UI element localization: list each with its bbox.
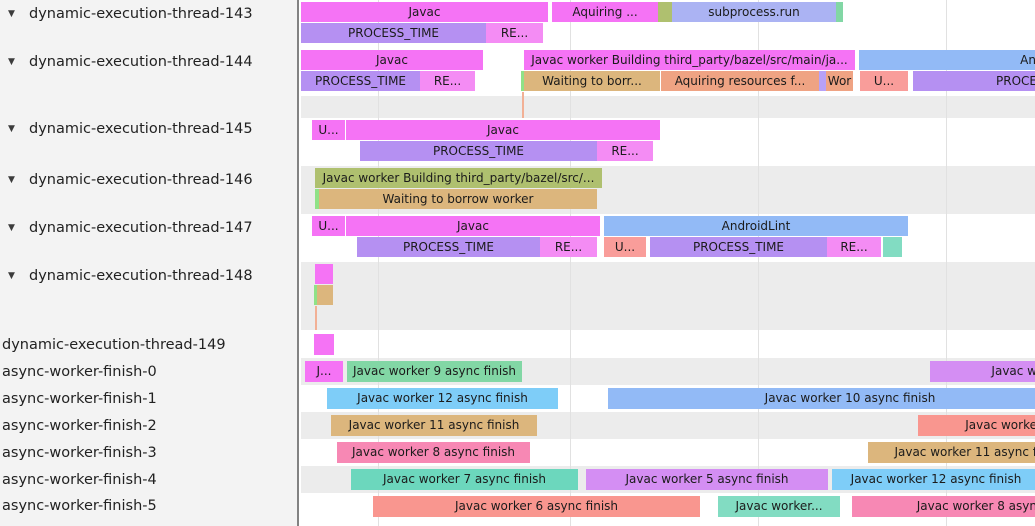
trace-slice[interactable]: An xyxy=(859,50,1035,70)
trace-slice[interactable]: PROCESS_TIME xyxy=(301,71,420,91)
track-row[interactable]: ▼ dynamic-execution-thread-148 xyxy=(0,266,253,286)
expand-arrow-icon[interactable]: ▼ xyxy=(8,223,15,233)
trace-slice[interactable]: PROCESS_TIME xyxy=(357,237,540,257)
trace-slice-sliver[interactable] xyxy=(315,264,333,284)
trace-slice-sliver[interactable] xyxy=(315,189,319,209)
track-label: dynamic-execution-thread-144 xyxy=(29,54,253,70)
trace-slice[interactable]: U... xyxy=(604,237,646,257)
track-row[interactable]: ▼ dynamic-execution-thread-145 xyxy=(0,119,253,139)
row-background-band xyxy=(301,262,1035,330)
trace-slice[interactable]: PROCE xyxy=(913,71,1035,91)
track-label: dynamic-execution-thread-148 xyxy=(29,268,253,284)
track-sidebar xyxy=(0,0,299,526)
trace-slice[interactable]: RE... xyxy=(486,23,543,43)
trace-slice[interactable]: Javac worker 5 async finish xyxy=(586,469,828,490)
trace-slice[interactable]: Javac worker 12 async finish xyxy=(832,469,1035,490)
time-gridline xyxy=(758,0,759,526)
trace-slice-sliver[interactable] xyxy=(317,285,333,305)
track-label: dynamic-execution-thread-146 xyxy=(29,172,253,188)
trace-slice[interactable]: Javac worker 11 async finish xyxy=(331,415,537,436)
trace-slice[interactable]: RE... xyxy=(827,237,881,257)
trace-slice-sliver[interactable] xyxy=(521,71,524,91)
track-row[interactable]: async-worker-finish-5 xyxy=(0,496,157,516)
track-label: async-worker-finish-1 xyxy=(2,391,157,407)
trace-slice[interactable]: Javac xyxy=(301,50,483,70)
trace-slice-sliver[interactable] xyxy=(819,71,826,91)
track-row[interactable]: async-worker-finish-1 xyxy=(0,389,157,409)
expand-arrow-icon[interactable]: ▼ xyxy=(8,9,15,19)
trace-slice[interactable]: Javac worker 8 asyn xyxy=(852,496,1035,517)
track-row[interactable]: ▼ dynamic-execution-thread-144 xyxy=(0,52,253,72)
trace-slice[interactable]: Javac worker 8 async finish xyxy=(337,442,530,463)
trace-slice[interactable]: RE... xyxy=(540,237,597,257)
track-row[interactable]: ▼ dynamic-execution-thread-147 xyxy=(0,218,253,238)
trace-slice[interactable]: Javac worker... xyxy=(718,496,840,517)
trace-slice[interactable]: Waiting to borr... xyxy=(524,71,660,91)
track-row[interactable]: async-worker-finish-4 xyxy=(0,470,157,490)
trace-slice-sliver[interactable] xyxy=(836,2,843,22)
trace-slice[interactable]: PROCESS_TIME xyxy=(650,237,827,257)
track-label: dynamic-execution-thread-143 xyxy=(29,6,253,22)
track-label: async-worker-finish-4 xyxy=(2,472,157,488)
track-row[interactable]: async-worker-finish-3 xyxy=(0,443,157,463)
expand-arrow-icon[interactable]: ▼ xyxy=(8,124,15,134)
track-row[interactable]: dynamic-execution-thread-149 xyxy=(0,335,226,355)
trace-slice[interactable]: subprocess.run xyxy=(672,2,836,22)
expand-arrow-icon[interactable]: ▼ xyxy=(8,57,15,67)
trace-slice[interactable]: PROCESS_TIME xyxy=(301,23,486,43)
trace-slice[interactable]: Aquiring resources f... xyxy=(661,71,819,91)
track-row[interactable]: async-worker-finish-2 xyxy=(0,416,157,436)
trace-slice-sliver[interactable] xyxy=(658,2,672,22)
time-gridline xyxy=(946,0,947,526)
trace-slice-sliver[interactable] xyxy=(883,237,902,257)
trace-slice[interactable]: J... xyxy=(305,361,343,382)
track-label: async-worker-finish-5 xyxy=(2,498,157,514)
track-label: dynamic-execution-thread-149 xyxy=(2,337,226,353)
trace-slice[interactable]: Javac worker 12 async finish xyxy=(327,388,558,409)
track-row[interactable]: ▼ dynamic-execution-thread-146 xyxy=(0,170,253,190)
trace-slice[interactable]: PROCESS_TIME xyxy=(360,141,597,161)
trace-slice[interactable]: Javac xyxy=(301,2,548,22)
track-label: async-worker-finish-0 xyxy=(2,364,157,380)
trace-slice-sliver[interactable] xyxy=(314,285,317,305)
expand-arrow-icon[interactable]: ▼ xyxy=(8,175,15,185)
trace-slice-sliver[interactable] xyxy=(314,334,334,355)
trace-slice[interactable]: AndroidLint xyxy=(604,216,908,236)
trace-slice[interactable]: U... xyxy=(312,216,345,236)
time-gridline xyxy=(570,0,571,526)
track-label: async-worker-finish-2 xyxy=(2,418,157,434)
trace-slice[interactable]: RE... xyxy=(420,71,475,91)
track-row[interactable]: async-worker-finish-0 xyxy=(0,362,157,382)
trace-slice[interactable]: Javac xyxy=(346,216,600,236)
trace-slice[interactable]: Javac worker Building third_party/bazel/… xyxy=(315,168,602,188)
expand-arrow-icon[interactable]: ▼ xyxy=(8,271,15,281)
trace-slice[interactable]: U... xyxy=(860,71,908,91)
trace-slice[interactable]: Javac worke xyxy=(918,415,1035,436)
trace-slice[interactable]: Javac worker 9 async finish xyxy=(347,361,522,382)
trace-slice[interactable]: Javac xyxy=(346,120,660,140)
track-label: dynamic-execution-thread-147 xyxy=(29,220,253,236)
row-background-band xyxy=(301,96,1035,118)
trace-slice[interactable]: Javac worker 7 async finish xyxy=(351,469,578,490)
trace-slice[interactable]: Javac worker 11 async f xyxy=(868,442,1035,463)
trace-slice[interactable]: Wor xyxy=(826,71,853,91)
track-row[interactable]: ▼ dynamic-execution-thread-143 xyxy=(0,4,253,24)
trace-slice[interactable]: Javac worker 10 async finish xyxy=(608,388,1035,409)
track-label: async-worker-finish-3 xyxy=(2,445,157,461)
drop-line xyxy=(522,92,524,118)
trace-slice[interactable]: RE... xyxy=(597,141,653,161)
time-gridline xyxy=(378,0,379,526)
trace-slice[interactable]: Javac worker 6 async finish xyxy=(373,496,700,517)
trace-slice[interactable]: U... xyxy=(312,120,345,140)
track-label: dynamic-execution-thread-145 xyxy=(29,121,253,137)
trace-slice[interactable]: Javac w xyxy=(930,361,1035,382)
drop-line xyxy=(315,306,317,330)
trace-slice[interactable]: Javac worker Building third_party/bazel/… xyxy=(524,50,855,70)
trace-slice[interactable]: Waiting to borrow worker xyxy=(319,189,597,209)
trace-slice[interactable]: Aquiring ... xyxy=(552,2,658,22)
